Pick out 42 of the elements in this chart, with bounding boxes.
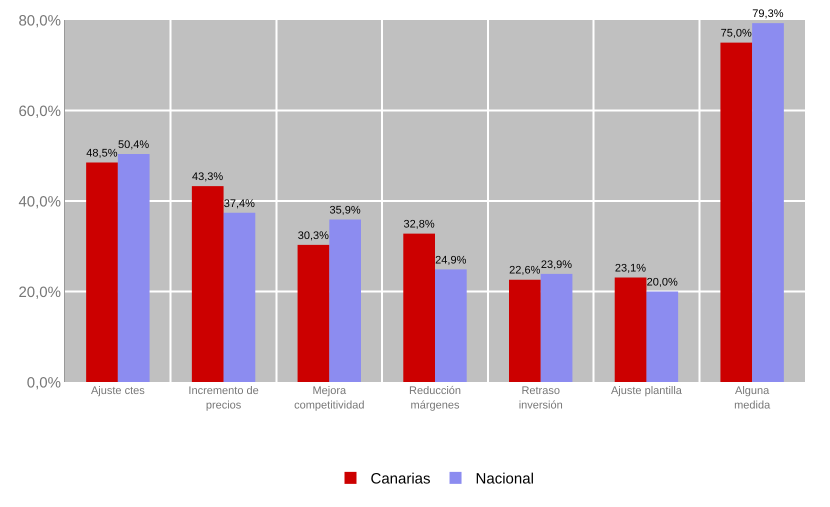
- data-label: 23,1%: [614, 262, 646, 274]
- data-label: 24,9%: [435, 254, 467, 266]
- x-tick-label: Reducción márgenes: [409, 385, 461, 412]
- x-tick-label: Ajuste ctes: [90, 385, 146, 397]
- x-tick-label: Mejora competitividad: [294, 385, 364, 412]
- x-tick-label: Ajuste plantilla: [610, 385, 683, 397]
- data-label: 43,3%: [192, 171, 224, 184]
- bar: [192, 186, 224, 382]
- bar: [403, 234, 435, 382]
- data-label: 37,4%: [224, 198, 256, 210]
- bar: [224, 212, 256, 382]
- bar: [86, 162, 118, 382]
- data-label: 22,6%: [509, 264, 541, 277]
- bar: [540, 274, 572, 382]
- legend-label: Nacional: [476, 470, 534, 488]
- x-tick-label: Retraso inversión: [518, 385, 563, 412]
- bar: [435, 269, 467, 382]
- bar: [646, 292, 678, 382]
- y-tick-label: 40,0%: [18, 193, 61, 210]
- data-label: 79,3%: [752, 8, 784, 20]
- bar: [118, 154, 150, 382]
- bar: [752, 23, 784, 382]
- data-label: 20,0%: [646, 276, 678, 288]
- legend-label: Canarias: [370, 470, 431, 488]
- data-label: 32,8%: [403, 218, 435, 231]
- y-tick-label: 20,0%: [18, 284, 61, 301]
- bar: [329, 220, 361, 382]
- data-label: 75,0%: [720, 28, 752, 40]
- y-tick-label: 60,0%: [18, 102, 61, 120]
- data-label: 35,9%: [329, 204, 361, 217]
- x-tick-label: Alguna medida: [734, 385, 772, 412]
- data-label: 30,3%: [298, 230, 330, 242]
- x-tick-label: Incremento de precios: [188, 385, 259, 412]
- data-label: 23,9%: [540, 258, 572, 271]
- y-tick-label: 0,0%: [26, 374, 61, 392]
- data-label: 50,4%: [118, 138, 150, 151]
- data-label: 48,5%: [86, 148, 118, 160]
- bar: [614, 277, 646, 382]
- bar: [509, 280, 541, 382]
- bar: [720, 42, 752, 382]
- bar: [298, 244, 330, 382]
- y-tick-label: 80,0%: [18, 12, 61, 30]
